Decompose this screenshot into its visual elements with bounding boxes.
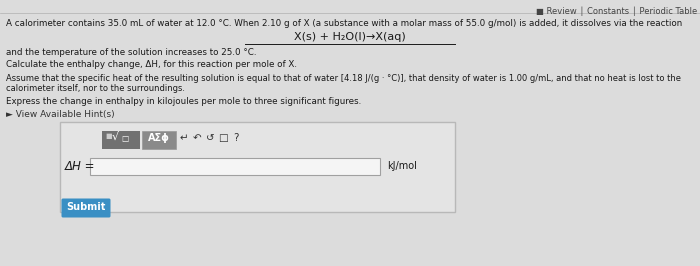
Text: Submit: Submit <box>66 202 106 212</box>
Text: ↺: ↺ <box>206 133 214 143</box>
Bar <box>102 131 140 149</box>
Text: Express the change in enthalpy in kilojoules per mole to three significant figur: Express the change in enthalpy in kilojo… <box>6 97 361 106</box>
Text: ► View Available Hint(s): ► View Available Hint(s) <box>6 110 115 119</box>
Text: kJ/mol: kJ/mol <box>387 161 417 171</box>
Text: ΑΣϕ: ΑΣϕ <box>148 133 170 143</box>
Text: X(s) + H₂O(l)→X(aq): X(s) + H₂O(l)→X(aq) <box>294 32 406 42</box>
Text: ΔH =: ΔH = <box>65 160 95 173</box>
Text: ↶: ↶ <box>193 133 202 143</box>
Bar <box>142 131 176 149</box>
FancyBboxPatch shape <box>62 198 111 218</box>
Text: Assume that the specific heat of the resulting solution is equal to that of wate: Assume that the specific heat of the res… <box>6 74 681 83</box>
Text: ■: ■ <box>105 133 111 139</box>
Bar <box>60 122 455 212</box>
Text: ?: ? <box>233 133 239 143</box>
Bar <box>90 158 380 175</box>
Text: √: √ <box>112 132 119 142</box>
Text: calorimeter itself, nor to the surroundings.: calorimeter itself, nor to the surroundi… <box>6 84 185 93</box>
Text: □: □ <box>121 134 128 143</box>
Text: and the temperature of the solution increases to 25.0 °C.: and the temperature of the solution incr… <box>6 48 256 57</box>
Text: ↵: ↵ <box>180 133 188 143</box>
Text: □: □ <box>218 133 228 143</box>
Text: Calculate the enthalpy change, ΔH, for this reaction per mole of X.: Calculate the enthalpy change, ΔH, for t… <box>6 60 297 69</box>
Text: ■ Review │ Constants │ Periodic Table: ■ Review │ Constants │ Periodic Table <box>536 7 697 16</box>
Text: A calorimeter contains 35.0 mL of water at 12.0 °C. When 2.10 g of X (a substanc: A calorimeter contains 35.0 mL of water … <box>6 19 682 28</box>
